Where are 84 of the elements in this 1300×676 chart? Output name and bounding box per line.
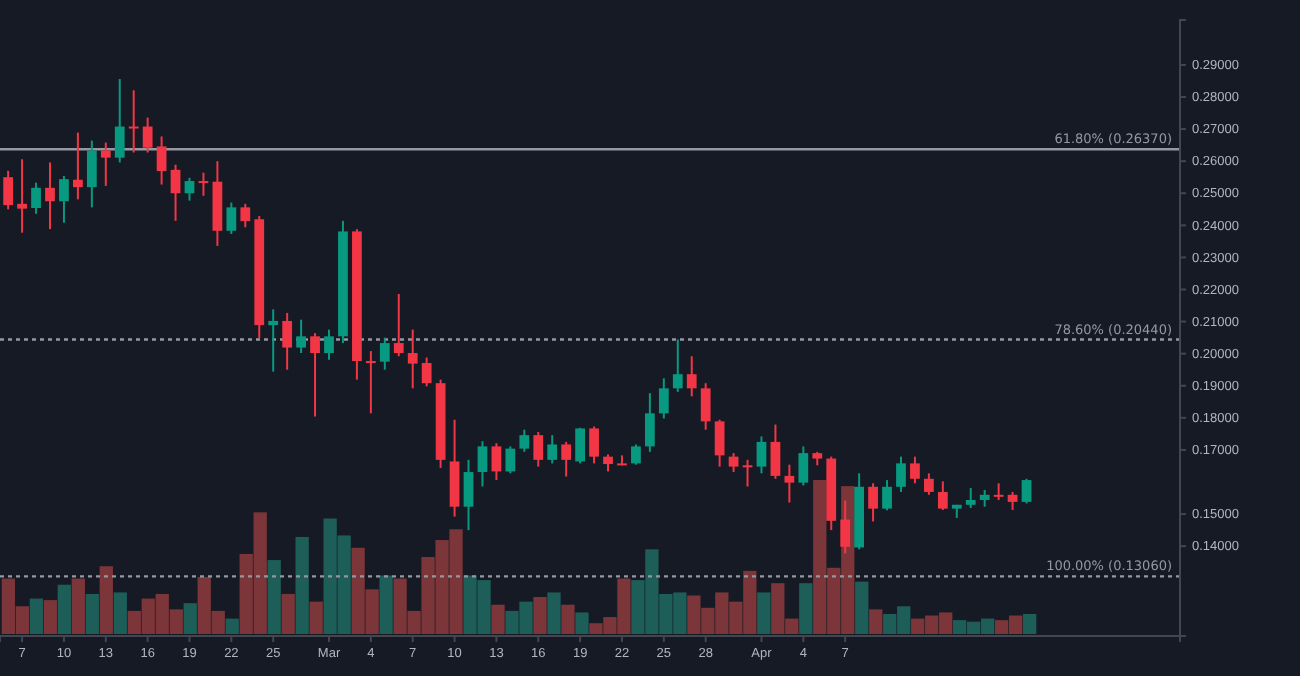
candlestick: [198, 171, 209, 197]
bar: [183, 603, 197, 634]
candlestick: [798, 445, 809, 487]
candlestick: [937, 480, 948, 511]
candlestick: [379, 336, 390, 371]
candlestick: [714, 418, 725, 468]
candlestick: [31, 181, 41, 215]
candlestick: [1021, 477, 1032, 505]
bar: [295, 536, 309, 634]
candlestick: [73, 131, 83, 201]
candlestick: [993, 482, 1004, 501]
candlestick: [268, 308, 279, 373]
candlestick: [784, 463, 795, 504]
candlestick: [226, 201, 237, 235]
candlestick: [924, 472, 934, 496]
candlestick: [17, 158, 27, 234]
candlestick: [449, 418, 460, 518]
candlestick: [756, 435, 767, 475]
candlestick: [365, 350, 376, 415]
candlestick: [728, 452, 739, 474]
candlestick: [114, 78, 125, 164]
candlestick: [86, 139, 97, 209]
candlestick: [519, 428, 530, 453]
candlestick: [672, 338, 683, 393]
candlestick: [45, 161, 55, 231]
candlestick: [575, 426, 585, 465]
candlestick: [547, 434, 558, 465]
candlestick: [658, 377, 669, 420]
bar: [799, 583, 813, 634]
bar: [57, 584, 71, 634]
candlestick: [910, 455, 920, 485]
bar: [1023, 613, 1037, 634]
candlestick: [561, 440, 572, 478]
candlestick: [868, 482, 878, 523]
candlestick: [184, 176, 195, 202]
bar: [869, 609, 883, 634]
candlestick: [324, 328, 334, 361]
bar: [491, 604, 505, 634]
candlestick: [59, 174, 69, 224]
bar: [43, 600, 57, 634]
candlestick: [296, 318, 306, 355]
bar: [71, 578, 85, 634]
bar: [85, 593, 99, 634]
bar: [29, 598, 43, 634]
candlestick: [533, 430, 544, 468]
candlestick: [882, 479, 892, 512]
candlestick: [686, 355, 697, 398]
candlestick: [589, 425, 599, 465]
candlestick: [644, 392, 655, 453]
candlestick: [505, 445, 516, 475]
bar: [267, 560, 281, 634]
bar: [757, 592, 771, 634]
candlestick: [170, 163, 181, 222]
candlestick: [310, 332, 320, 418]
candlestick: [128, 89, 139, 154]
bar: [99, 566, 113, 634]
candlestick: [100, 141, 111, 187]
bar: [575, 612, 589, 634]
bar: [533, 597, 547, 634]
bar: [561, 604, 575, 634]
bar: [281, 593, 295, 634]
candlestick: [421, 356, 432, 388]
candlestick: [491, 442, 502, 482]
bar: [225, 618, 239, 634]
candlestick: [3, 169, 14, 211]
candlestick: [742, 458, 753, 488]
candlestick: [282, 311, 293, 371]
candlestick: [240, 202, 251, 229]
bar: [855, 581, 869, 634]
bar: [113, 592, 127, 634]
candlestick: [965, 487, 976, 509]
bar: [547, 592, 561, 634]
candlestick: [463, 458, 474, 532]
candlestick: [156, 135, 167, 186]
candlestick: [770, 423, 781, 480]
candlestick: [477, 440, 488, 488]
candlestick: [700, 382, 711, 431]
bar: [379, 575, 393, 634]
candlestick: [407, 328, 418, 390]
candlestick: [631, 443, 641, 466]
candlestick: [896, 455, 906, 493]
bar: [309, 601, 323, 634]
candlestick: [393, 292, 404, 358]
candlestick: [142, 116, 153, 154]
